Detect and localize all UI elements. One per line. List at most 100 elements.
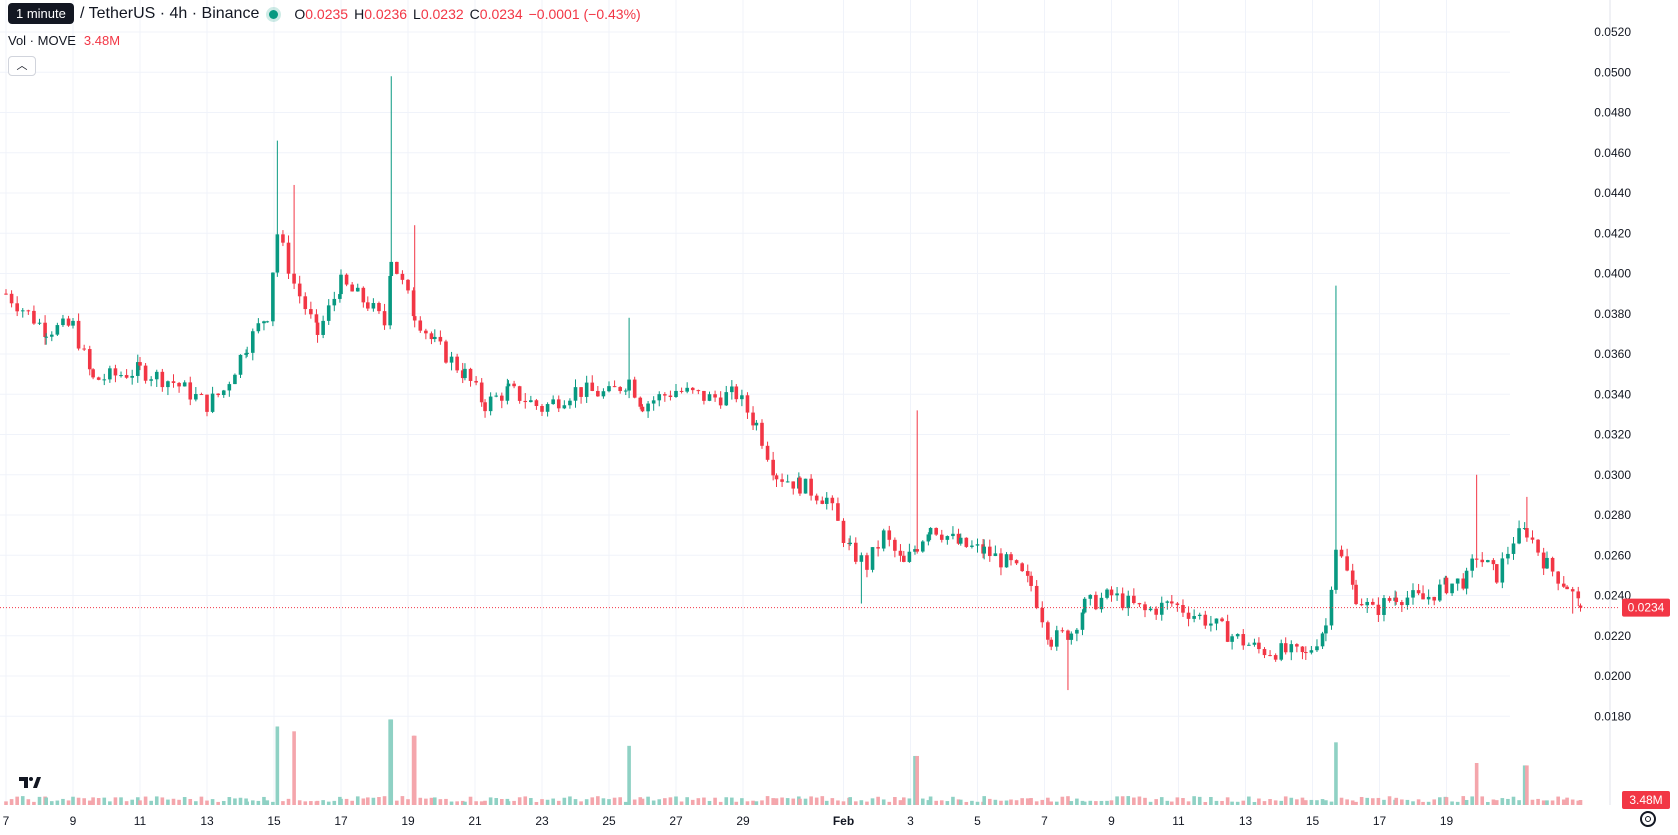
volume-bar [640,798,645,805]
volume-bar [1421,801,1425,805]
volume-bar [135,797,140,805]
volume-bar [1411,801,1415,805]
volume-bar [1230,801,1234,805]
price-axis[interactable]: 0.0180 0.0200 0.0220 0.0240 0.0260 0.0280 0.03… [1594,25,1631,723]
candle-body [956,533,961,544]
candle-body [1175,603,1180,606]
candle-body [1137,603,1142,605]
volume-bar [596,796,600,805]
volume-bar [1464,800,1469,805]
candle-body [740,395,744,400]
time-tick-label: 15 [267,814,281,828]
candle-body [350,284,354,292]
candle-body [1536,539,1540,553]
volume-bar [1060,796,1065,805]
volume-bar [1214,800,1219,805]
candle-body [881,530,886,549]
candle-body [1545,557,1549,569]
volume-bar [830,798,835,805]
candle-body [135,362,140,376]
volume-bar [754,801,759,805]
volume-bar [551,798,555,805]
symbol-title[interactable]: / TetherUS · 4h · Binance [80,5,260,22]
volume-bar [488,797,493,805]
volume-bar [1438,797,1442,805]
volume-bar [355,796,360,805]
gear-icon[interactable] [1640,811,1656,827]
volume-bar [1105,800,1109,805]
candle-body [913,549,917,552]
candle-body [1300,646,1305,653]
candle-body [199,394,204,396]
symbol-legend[interactable]: / TetherUS · 4h · Binance O 0.0235 H 0.023… [80,5,641,23]
candle-body [836,503,840,521]
volume-bar [9,799,14,805]
volume-bar [61,798,65,805]
candle-body [1345,556,1349,571]
candle-body [1120,593,1125,609]
last-price-badge-text: 0.0234 [1628,601,1665,615]
candle-body [1550,557,1555,572]
volume-bar [907,798,912,805]
volume-bar [1115,796,1119,805]
candle-body [745,395,750,413]
candle-body [377,303,381,312]
volume-bar [265,800,270,805]
candle-body [505,386,510,401]
volume-bar [4,801,8,805]
candle-body [907,551,912,562]
volume-legend[interactable]: Vol · MOVE 3.48M [8,33,120,48]
volume-bar [332,800,337,805]
candle-body [355,287,360,292]
volume-bar [848,797,852,805]
interval-tooltip: 1 minute [8,3,74,24]
candle-body [529,400,533,403]
candle-body [1421,593,1425,600]
candle-body [824,497,829,504]
candle-body [1020,563,1024,572]
volume-bar [468,796,473,805]
price-tick-label: 0.0460 [1594,146,1631,160]
time-tick-label: 3 [907,814,914,828]
volume-bar [774,798,779,805]
volume-bar [1099,800,1104,805]
volume-bar [951,796,955,805]
candle-body [517,386,522,401]
volume-bar [1209,796,1213,805]
market-status-icon[interactable] [269,9,279,19]
volume-bar [256,800,261,805]
candle-body [429,333,434,340]
chevron-up-icon[interactable]: ︿ [8,56,36,76]
candle-body [830,497,835,504]
volume-bar [1455,801,1460,805]
candle-body [674,390,678,397]
volume-bar [1506,798,1510,805]
candle-body [751,412,755,426]
candle-body [1405,597,1410,606]
volume-bar [836,800,840,805]
volume-bar [798,798,802,805]
volume-bar [233,798,237,805]
candle-body [412,316,417,321]
candle-body [1455,578,1460,584]
tradingview-logo-icon[interactable] [14,768,42,796]
candle-body [37,322,42,324]
time-axis[interactable]: 7 9 11 13 15 17 19 21 23 25 27 29 Feb 3 5 7 9 11 13 15 17 19 [3,814,1454,828]
candle-body [49,334,54,337]
candle-body [568,400,572,406]
volume-bar [199,796,204,805]
volume-bar [1480,796,1485,805]
price-tick-label: 0.0340 [1594,387,1631,401]
volume-bar [865,801,869,805]
candle-body [221,390,226,396]
candle-body [771,459,775,476]
volume-bar [1494,800,1499,805]
candle-body [612,386,617,388]
candle-body [1049,639,1053,647]
volume-bar [418,797,423,805]
volume-bar [612,797,617,805]
candle-body [545,404,550,412]
volume-bar [987,798,992,805]
candle-body [1464,570,1469,589]
